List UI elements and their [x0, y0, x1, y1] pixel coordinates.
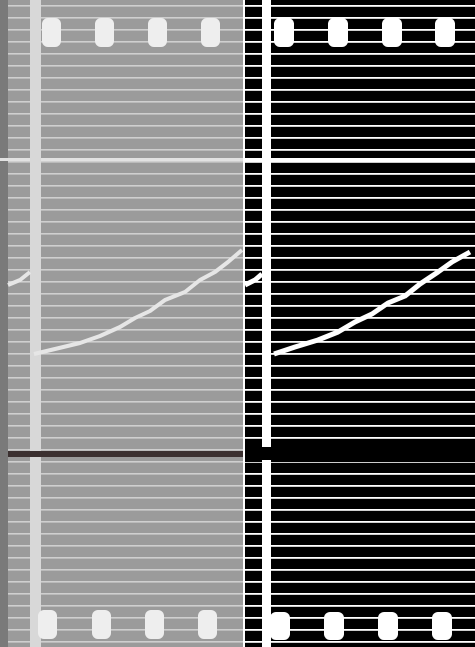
hole [378, 612, 398, 640]
hole [95, 18, 114, 47]
hole [328, 18, 348, 47]
vertical-strip [262, 0, 271, 447]
film-binary [245, 0, 475, 647]
hole [324, 612, 344, 640]
hole [274, 18, 294, 47]
hole [145, 610, 164, 639]
hole [382, 18, 402, 47]
film-image [0, 0, 475, 647]
hole [38, 610, 57, 639]
hole [435, 18, 455, 47]
hole [432, 612, 452, 640]
hole [198, 610, 217, 639]
dark-line [8, 451, 243, 457]
page: {} [0, 0, 475, 647]
vertical-strip [262, 460, 271, 647]
top-edge [245, 0, 475, 3]
dark-band [245, 448, 475, 462]
vertical-strip [30, 0, 41, 647]
hole [42, 18, 61, 47]
hole [270, 612, 290, 640]
bright-line [245, 158, 475, 161]
hole [92, 610, 111, 639]
film-edge [0, 0, 8, 647]
hole [148, 18, 167, 47]
hole [201, 18, 220, 47]
